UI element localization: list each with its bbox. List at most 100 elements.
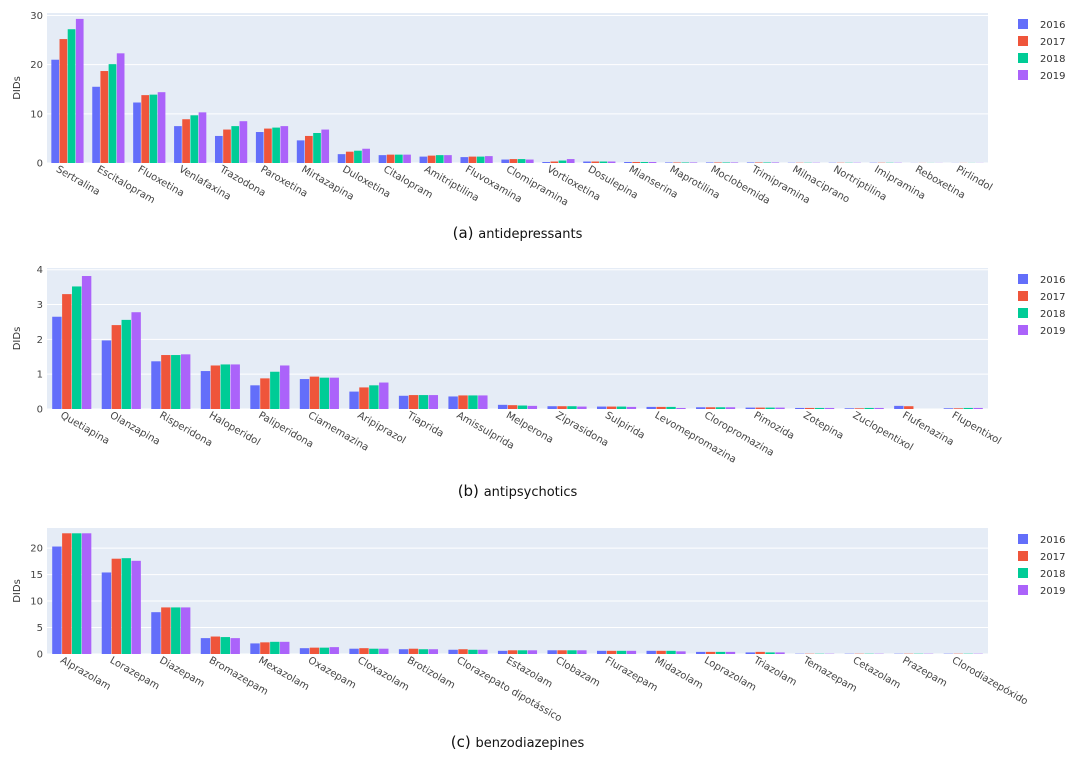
bar-2017 xyxy=(111,558,122,654)
legend-swatch xyxy=(1018,534,1028,544)
bar-2017 xyxy=(755,407,765,409)
bar-2017 xyxy=(557,650,567,654)
y-tick-label: 30 xyxy=(30,11,43,22)
bar-2016 xyxy=(448,649,458,654)
bar-2018 xyxy=(72,533,82,654)
bar-2018 xyxy=(715,407,726,409)
bar-2017 xyxy=(656,650,666,654)
bar-2018 xyxy=(190,115,199,163)
x-tick-label: Paliperidona xyxy=(256,410,315,450)
bar-2019 xyxy=(444,155,452,163)
y-tick-label: 10 xyxy=(30,597,43,608)
bar-2019 xyxy=(362,148,370,163)
bar-2016 xyxy=(101,340,112,409)
bar-2018 xyxy=(171,607,181,654)
bar-2018 xyxy=(567,650,577,654)
bar-2018 xyxy=(468,395,478,409)
bar-2016 xyxy=(92,86,100,163)
bar-2017 xyxy=(408,395,419,409)
bar-2016 xyxy=(250,385,260,409)
y-tick-label: 0 xyxy=(37,159,43,170)
bar-2019 xyxy=(478,395,488,409)
bar-2016 xyxy=(200,638,211,654)
y-tick-label: 5 xyxy=(37,623,43,634)
x-tick-label: Clobazam xyxy=(554,655,602,689)
bar-2016 xyxy=(52,316,62,409)
bar-2017 xyxy=(705,651,716,654)
legend-label: 2017 xyxy=(1040,292,1065,303)
plot-area xyxy=(47,528,988,654)
caption-letter: (c) xyxy=(451,733,476,751)
bar-2017 xyxy=(606,406,617,409)
bar-2018 xyxy=(272,127,280,163)
panel-caption: (b) antipsychotics xyxy=(458,482,578,500)
bar-2016 xyxy=(151,361,161,409)
bar-2019 xyxy=(428,649,439,654)
bar-2017 xyxy=(210,365,221,409)
bar-2018 xyxy=(640,162,649,163)
bar-2017 xyxy=(111,325,122,409)
bar-2019 xyxy=(775,407,785,409)
bar-2019 xyxy=(676,407,686,409)
bar-2016 xyxy=(448,396,458,409)
bar-2016 xyxy=(51,59,60,163)
bar-2018 xyxy=(171,355,181,409)
bar-2016 xyxy=(250,643,260,654)
bar-2019 xyxy=(973,407,983,409)
x-tick-label: Alprazolam xyxy=(58,655,112,693)
bar-2017 xyxy=(359,387,369,409)
bar-2017 xyxy=(705,407,716,409)
legend-swatch xyxy=(1018,568,1028,578)
y-axis-label: DIDs xyxy=(12,76,23,100)
caption-text: benzodiazepines xyxy=(475,736,584,751)
bar-2019 xyxy=(280,641,290,654)
bar-2017 xyxy=(141,95,150,163)
x-tick-label: Loprazolam xyxy=(702,655,758,694)
bar-2017 xyxy=(458,649,468,654)
bar-2019 xyxy=(577,406,587,409)
x-tick-label: Sertralina xyxy=(54,164,102,198)
x-tick-label: Quetiapina xyxy=(58,410,111,447)
bar-2018 xyxy=(814,407,825,409)
x-tick-label: Sulpirida xyxy=(603,410,647,442)
legend-swatch xyxy=(1018,53,1028,63)
x-tick-label: Zotepina xyxy=(801,410,845,442)
bar-2018 xyxy=(715,651,726,654)
legend: 2016 2017 2018 2019 xyxy=(1018,19,1065,82)
bar-2016 xyxy=(299,379,310,409)
legend-label: 2019 xyxy=(1040,326,1065,337)
bar-2019 xyxy=(157,92,166,163)
bar-2018 xyxy=(864,407,874,409)
x-tick-label: Oxazepam xyxy=(306,655,358,691)
bar-2017 xyxy=(953,408,963,409)
bar-2016 xyxy=(419,156,428,163)
legend-swatch xyxy=(1018,308,1028,318)
bar-2017 xyxy=(632,162,640,163)
legend-label: 2016 xyxy=(1040,275,1065,286)
bar-2017 xyxy=(656,406,666,409)
bar-2017 xyxy=(305,135,313,163)
bar-2016 xyxy=(745,407,755,409)
bar-2017 xyxy=(557,406,567,409)
bar-2018 xyxy=(220,364,230,409)
bar-2019 xyxy=(280,126,289,163)
caption-letter: (a) xyxy=(453,224,479,242)
x-tick-label: Olanzapina xyxy=(108,410,162,448)
y-tick-label: 4 xyxy=(37,265,43,276)
bar-2017 xyxy=(458,395,468,409)
legend-label: 2017 xyxy=(1040,37,1065,48)
bar-2018 xyxy=(220,637,230,654)
bar-2019 xyxy=(180,607,191,654)
bar-2019 xyxy=(874,407,884,409)
bar-2018 xyxy=(963,407,973,409)
bar-2019 xyxy=(527,650,538,654)
bar-2018 xyxy=(231,126,240,163)
bar-2018 xyxy=(616,650,627,654)
bar-2016 xyxy=(378,155,387,163)
bar-2018 xyxy=(313,133,321,163)
panel-caption: (c) benzodiazepines xyxy=(451,733,585,751)
bar-2019 xyxy=(131,560,141,654)
bar-2019 xyxy=(824,407,835,409)
panel-caption: (a) antidepressants xyxy=(453,224,583,242)
bar-2019 xyxy=(428,395,439,409)
